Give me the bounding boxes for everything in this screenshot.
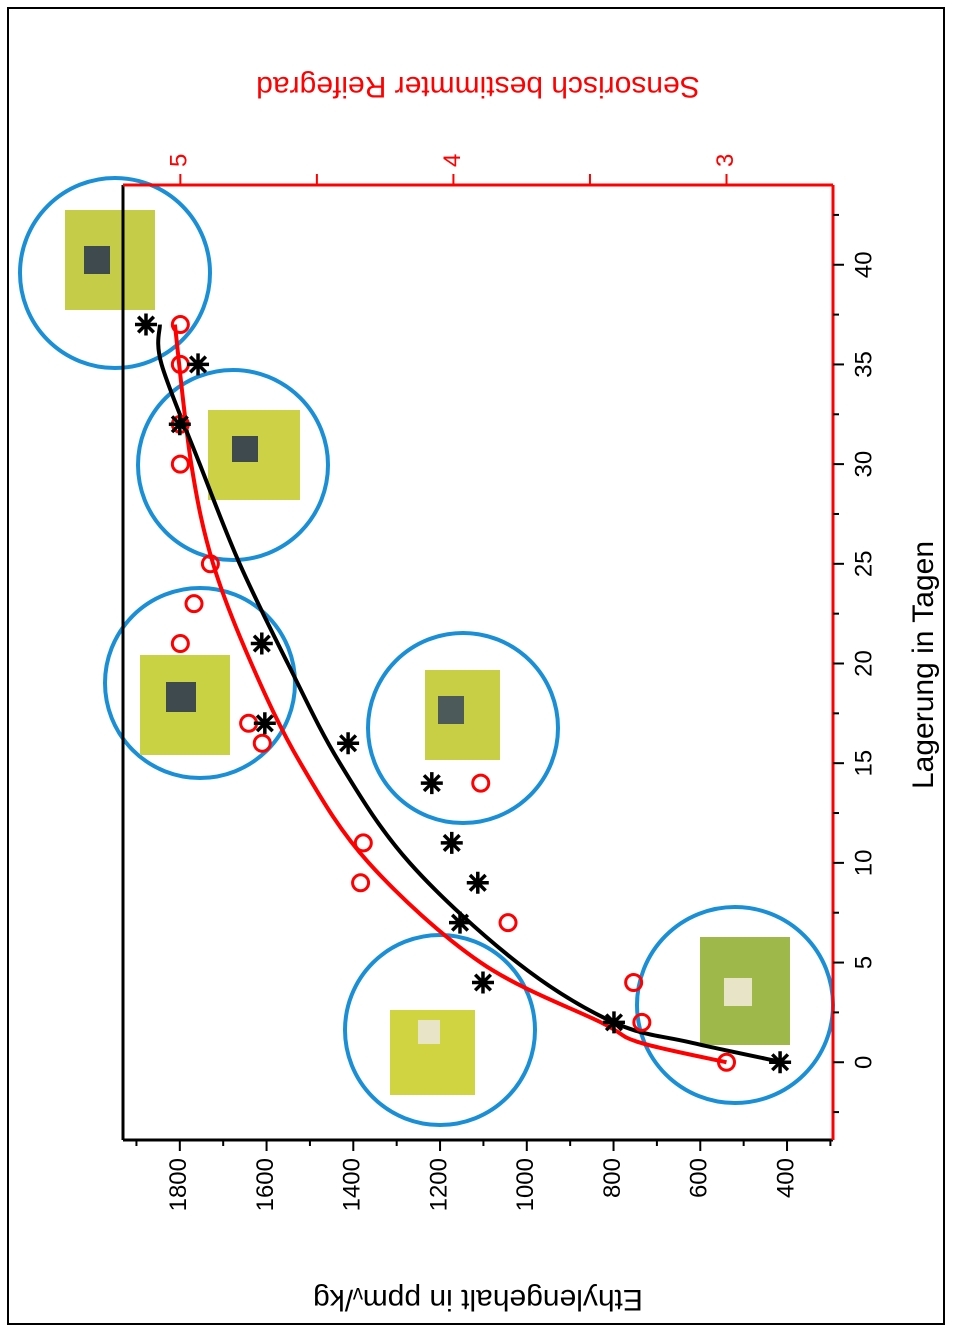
star-marker [134,313,157,336]
highlight-circle [103,586,297,780]
y-tick-label: 800 [599,1158,626,1198]
x-tick-label: 25 [850,550,877,577]
circle-marker [200,554,220,574]
y-tick-label: 600 [686,1158,713,1198]
y-tick-label: 1400 [339,1158,366,1211]
y-axis-label: Ethylengehalt in ppmᵥ/kg [313,1283,643,1316]
rotated-plot: Lagerung in Tagen Ethylengehalt in ppmᵥ/… [121,70,940,1316]
x-tick-label: 35 [850,351,877,378]
apple-label [166,682,196,712]
star-marker [466,871,489,894]
circle-marker [170,454,190,474]
apple-label [418,1020,440,1044]
x-tick-label: 20 [850,650,877,677]
fit-line [156,324,784,1065]
y2-tick-label: 5 [166,154,193,167]
star-marker [250,632,273,655]
star-marker [471,971,494,994]
photos [65,210,790,1095]
star-marker [602,1011,625,1034]
circle-marker [170,315,190,335]
star-marker [449,911,472,934]
y2-axis-label: Sensorisch bestimmter Reifegrad [256,70,700,103]
y2-tick-label: 3 [712,154,739,167]
y-tick-label: 400 [772,1158,799,1198]
y-tick-label: 1000 [512,1158,539,1211]
star-marker [187,353,210,376]
y2-tick-label: 4 [439,154,466,167]
fit-line [172,324,727,1065]
circle-marker [624,972,644,992]
apple-label [84,246,110,274]
star-marker [253,712,276,735]
circle-marker [632,1012,652,1032]
x-tick-label: 0 [850,1056,877,1069]
x-tick-label: 5 [850,956,877,969]
decorations [18,176,835,1127]
highlight-circle [18,176,212,370]
circle-marker [498,913,518,933]
x-tick-label: 10 [850,850,877,877]
x-tick-label: 30 [850,451,877,478]
apple-label [232,436,258,462]
y-tick-label: 1800 [165,1158,192,1211]
x-tick-label: 15 [850,750,877,777]
star-marker [769,1051,792,1074]
circle-marker [717,1052,736,1072]
y-tick-label: 1200 [425,1158,452,1211]
circle-marker [170,634,190,654]
circle-marker [351,873,371,893]
highlight-circle [136,368,330,562]
circle-marker [252,733,272,753]
apple-label [724,978,752,1006]
star-marker [168,413,191,436]
circle-marker [471,773,491,793]
highlight-circle [366,631,560,825]
star-marker [420,772,443,795]
star-marker [440,831,463,854]
highlight-circle [343,933,537,1127]
star-marker [337,732,360,755]
y-tick-label: 1600 [252,1158,279,1211]
circle-marker [184,594,204,614]
circle-marker [353,833,373,853]
x-tick-label: 40 [850,251,877,278]
apple-label [438,696,464,724]
x-axis-label: Lagerung in Tagen [907,541,940,789]
